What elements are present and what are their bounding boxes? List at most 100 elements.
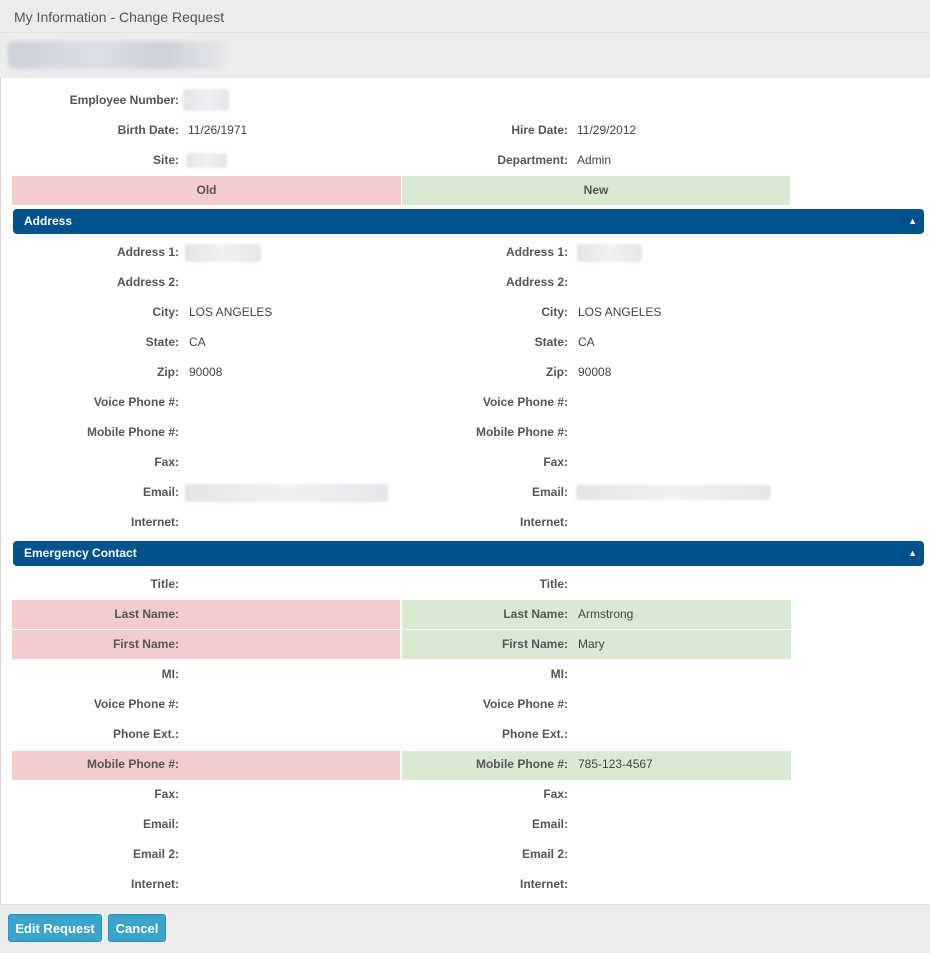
new-address1-redacted	[577, 244, 642, 262]
dialog-left-edge	[0, 78, 1, 904]
old-new-header: Old New	[0, 176, 930, 206]
employee-name-bar	[0, 33, 930, 78]
new-email-label: Email:	[531, 485, 568, 499]
address1-row: Address 1: Address 1:	[0, 237, 930, 267]
voice-phone-row: Voice Phone #: Voice Phone #:	[0, 387, 930, 417]
city-row: City: LOS ANGELES City: LOS ANGELES	[0, 297, 930, 327]
caret-up-icon[interactable]: ▲	[908, 548, 917, 558]
site-redacted	[186, 153, 227, 168]
new-phone-ext-label: Phone Ext.:	[501, 727, 568, 741]
old-last-name-label: Last Name:	[114, 607, 179, 621]
old-ec-mobile-phone-label: Mobile Phone #:	[86, 757, 179, 771]
new-email-redacted	[576, 485, 771, 500]
employee-name-redacted	[8, 41, 228, 69]
new-ec-title-label: Title:	[539, 577, 568, 591]
new-ec-mobile-phone-label: Mobile Phone #:	[475, 757, 568, 771]
old-ec-voice-phone-label: Voice Phone #:	[93, 697, 179, 711]
new-first-name-highlight	[402, 630, 791, 659]
new-first-name-value: Mary	[578, 637, 605, 651]
old-first-name-label: First Name:	[112, 637, 179, 651]
new-ec-email2-label: Email 2:	[521, 847, 568, 861]
birth-date-label: Birth Date:	[117, 123, 179, 137]
old-zip-label: Zip:	[157, 365, 179, 379]
dates-row: Birth Date: 11/26/1971 Hire Date: 11/29/…	[0, 115, 930, 145]
site-row: Site: Department: Admin	[0, 145, 930, 175]
new-voice-phone-label: Voice Phone #:	[482, 395, 568, 409]
new-zip-label: Zip:	[546, 365, 568, 379]
old-mi-label: MI:	[161, 667, 179, 681]
old-fax-label: Fax:	[154, 455, 179, 469]
new-last-name-value: Armstrong	[578, 607, 634, 621]
old-mobile-phone-highlight	[12, 751, 400, 780]
new-ec-email-label: Email:	[531, 817, 568, 831]
old-state-label: State:	[145, 335, 179, 349]
emergency-section-header[interactable]: Emergency Contact ▲	[13, 541, 924, 566]
old-phone-ext-label: Phone Ext.:	[112, 727, 179, 741]
ec-email-row: Email: Email:	[0, 809, 930, 839]
new-last-name-highlight	[402, 600, 791, 629]
old-ec-email2-label: Email 2:	[132, 847, 179, 861]
old-city-value: LOS ANGELES	[189, 305, 273, 319]
birth-date-value: 11/26/1971	[188, 123, 248, 137]
edit-request-button[interactable]: Edit Request	[8, 914, 102, 942]
email-row: Email: Email:	[0, 477, 930, 507]
old-email-label: Email:	[142, 485, 179, 499]
new-ec-mobile-phone-value: 785-123-4567	[578, 757, 653, 771]
employee-number-row: Employee Number:	[0, 85, 930, 115]
old-ec-title-label: Title:	[150, 577, 179, 591]
ec-voice-phone-row: Voice Phone #: Voice Phone #:	[0, 689, 930, 719]
old-address1-redacted	[185, 244, 261, 262]
new-address1-label: Address 1:	[505, 245, 568, 259]
new-ec-internet-label: Internet:	[520, 877, 568, 891]
new-ec-fax-label: Fax:	[543, 787, 568, 801]
dialog-content: Employee Number: Birth Date: 11/26/1971 …	[0, 78, 930, 904]
ec-title-row: Title: Title:	[0, 569, 930, 599]
dialog-title: My Information - Change Request	[14, 9, 225, 25]
ec-email2-row: Email 2: Email 2:	[0, 839, 930, 869]
cancel-button[interactable]: Cancel	[108, 914, 166, 942]
ec-last-name-row: Last Name: Last Name: Armstrong	[0, 599, 930, 629]
ec-internet-row: Internet: Internet:	[0, 869, 930, 899]
old-first-name-highlight	[12, 630, 400, 659]
new-city-label: City:	[541, 305, 568, 319]
address2-row: Address 2: Address 2:	[0, 267, 930, 297]
hire-date-label: Hire Date:	[511, 123, 568, 137]
new-city-value: LOS ANGELES	[578, 305, 662, 319]
department-value: Admin	[577, 153, 612, 167]
old-column-header: Old	[12, 176, 401, 205]
address-section-title: Address	[24, 214, 73, 228]
hire-date-value: 11/29/2012	[577, 123, 637, 137]
zip-row: Zip: 90008 Zip: 90008	[0, 357, 930, 387]
new-first-name-label: First Name:	[501, 637, 568, 651]
caret-up-icon[interactable]: ▲	[908, 216, 917, 226]
new-column-header: New	[402, 176, 790, 205]
new-internet-label: Internet:	[520, 515, 568, 529]
old-email-redacted	[185, 484, 388, 502]
old-ec-fax-label: Fax:	[154, 787, 179, 801]
new-state-value: CA	[578, 335, 595, 349]
old-state-value: CA	[189, 335, 206, 349]
internet-row: Internet: Internet:	[0, 507, 930, 537]
new-mobile-phone-label: Mobile Phone #:	[475, 425, 568, 439]
dialog-titlebar: My Information - Change Request	[0, 0, 930, 33]
ec-fax-row: Fax: Fax:	[0, 779, 930, 809]
old-internet-label: Internet:	[131, 515, 179, 529]
old-voice-phone-label: Voice Phone #:	[93, 395, 179, 409]
mobile-phone-row: Mobile Phone #: Mobile Phone #:	[0, 417, 930, 447]
fax-row: Fax: Fax:	[0, 447, 930, 477]
old-zip-value: 90008	[189, 365, 223, 379]
old-city-label: City:	[152, 305, 179, 319]
address-section-header[interactable]: Address ▲	[13, 209, 924, 234]
dialog-footer: Edit Request Cancel	[0, 904, 930, 953]
department-label: Department:	[497, 153, 568, 167]
ec-mobile-phone-row: Mobile Phone #: Mobile Phone #: 785-123-…	[0, 749, 930, 780]
new-last-name-label: Last Name:	[503, 607, 568, 621]
state-row: State: CA State: CA	[0, 327, 930, 357]
new-mi-label: MI:	[550, 667, 568, 681]
new-zip-value: 90008	[578, 365, 612, 379]
ec-phone-ext-row: Phone Ext.: Phone Ext.:	[0, 719, 930, 749]
new-address2-label: Address 2:	[505, 275, 568, 289]
new-mobile-phone-highlight	[402, 751, 791, 780]
old-last-name-highlight	[12, 600, 400, 629]
old-address1-label: Address 1:	[116, 245, 179, 259]
